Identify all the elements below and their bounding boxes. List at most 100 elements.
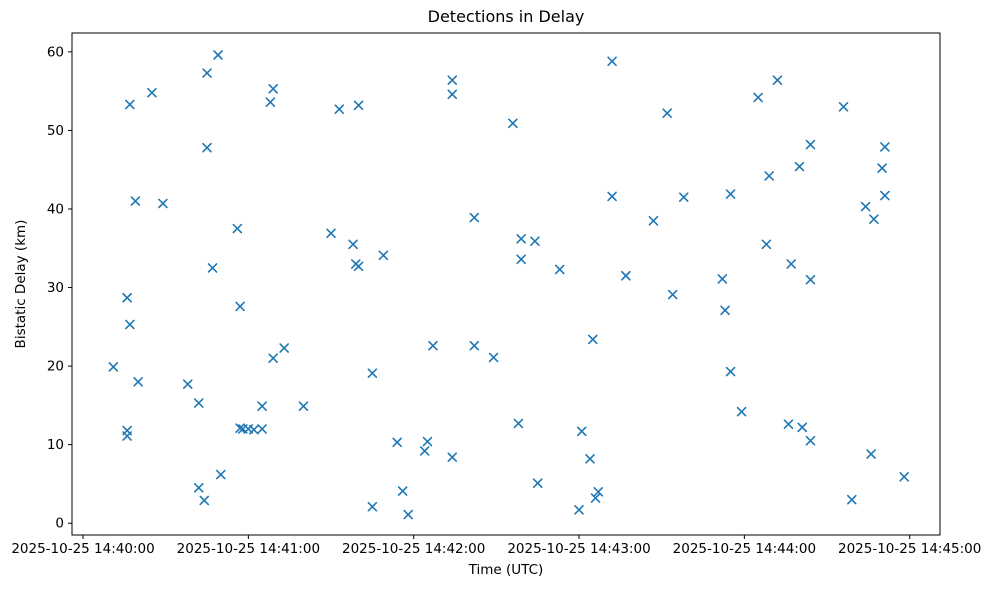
scatter-point (232, 223, 243, 234)
x-tick-label: 2025-10-25 14:41:00 (177, 541, 320, 557)
scatter-point (607, 56, 617, 67)
scatter-point (805, 274, 816, 285)
scatter-point (736, 406, 747, 417)
scatter-point (508, 118, 518, 129)
scatter-point (764, 171, 774, 181)
scatter-point (428, 340, 438, 351)
x-tick-label: 2025-10-25 14:43:00 (507, 541, 650, 557)
scatter-point (257, 424, 267, 434)
scatter-point (249, 424, 259, 435)
scatter-point (265, 97, 276, 107)
scatter-point (279, 343, 289, 353)
scatter-point (199, 495, 210, 506)
scatter-point (125, 319, 135, 330)
scatter-point (667, 289, 678, 300)
scatter-point (326, 228, 336, 239)
scatter-point (488, 352, 499, 363)
scatter-point (805, 435, 816, 446)
scatter-point (516, 234, 526, 244)
y-tick-label: 20 (47, 359, 64, 375)
scatter-point (348, 239, 358, 250)
scatter-point (725, 366, 736, 377)
scatter-point (397, 486, 408, 496)
plot-area: 2025-10-25 14:40:00 2025-10-25 14:41:00 20… (11, 32, 981, 557)
scatter-point (193, 483, 204, 493)
y-axis-label: Bistatic Delay (km) (13, 220, 29, 349)
x-tick-label: 2025-10-25 14:45:00 (838, 541, 981, 557)
scatter-point (469, 340, 480, 351)
x-tick-label: 2025-10-25 14:42:00 (342, 541, 485, 557)
scatter-point (419, 446, 430, 456)
scatter-point (880, 190, 890, 201)
scatter-point (899, 472, 909, 482)
scatter-point (268, 83, 278, 94)
scatter-point (378, 250, 389, 261)
y-tick-label: 10 (47, 437, 64, 453)
scatter-point (869, 214, 879, 224)
y-tick-label: 60 (47, 44, 64, 60)
scatter-point (469, 212, 480, 223)
scatter-point (880, 142, 890, 152)
scatter-point (447, 75, 458, 85)
scatter-point (235, 301, 245, 312)
scatter-point (367, 368, 378, 378)
scatter-point (783, 419, 794, 430)
scatter-point (860, 201, 871, 212)
scatter-point (367, 501, 378, 512)
scatter-point (147, 87, 157, 98)
scatter-point (516, 254, 526, 265)
scatter-point (202, 68, 212, 78)
scatter-point (761, 239, 772, 250)
scatter-point (422, 436, 433, 447)
scatter-point (403, 509, 413, 520)
scatter-point (158, 198, 168, 209)
scatter-point (772, 75, 783, 85)
scatter-point (213, 50, 223, 60)
scatter-point (838, 102, 849, 112)
scatter-point (193, 398, 204, 408)
scatter-point (334, 104, 345, 115)
scatter-point (392, 437, 402, 448)
scatter-point (648, 215, 659, 226)
scatter-point (530, 236, 540, 246)
scatter-point (353, 261, 364, 272)
scatter-point (108, 362, 119, 372)
axes-frame (71, 32, 941, 536)
scatter-point (202, 142, 212, 153)
scatter-point (717, 274, 728, 284)
scatter-point (786, 259, 796, 269)
chart-title: Detections in Delay (428, 7, 585, 26)
y-tick-label: 40 (47, 201, 64, 217)
scatter-point (207, 263, 218, 273)
scatter-point (678, 192, 689, 202)
scatter-point (182, 379, 193, 389)
scatter-point (797, 422, 808, 433)
y-tick-label: 30 (47, 280, 64, 296)
scatter-point (794, 161, 805, 172)
scatter-point (513, 418, 524, 429)
y-tick-label: 50 (47, 123, 64, 139)
scatter-point (574, 505, 584, 515)
x-tick-label: 2025-10-25 14:40:00 (11, 541, 154, 557)
scatter-point (133, 377, 143, 387)
scatter-point (866, 449, 876, 459)
y-tick-label: 0 (55, 516, 64, 532)
scatter-point (216, 469, 226, 480)
scatter-point (268, 353, 278, 364)
scatter-point (130, 196, 141, 206)
x-axis-label: Time (UTC) (468, 562, 544, 578)
scatter-point (122, 292, 132, 303)
scatter-point (235, 423, 245, 433)
scatter-point (753, 92, 763, 103)
scatter-point (353, 100, 364, 111)
scatter-point (122, 431, 132, 441)
scatter-point (447, 452, 458, 463)
scatter-point (621, 270, 631, 281)
scatter-point (877, 163, 887, 173)
scatter-point (662, 108, 672, 118)
scatter-point (447, 89, 458, 100)
scatter-point (607, 191, 617, 202)
scatter-point (532, 478, 543, 488)
scatter-point (257, 401, 267, 411)
scatter-point (805, 139, 816, 150)
